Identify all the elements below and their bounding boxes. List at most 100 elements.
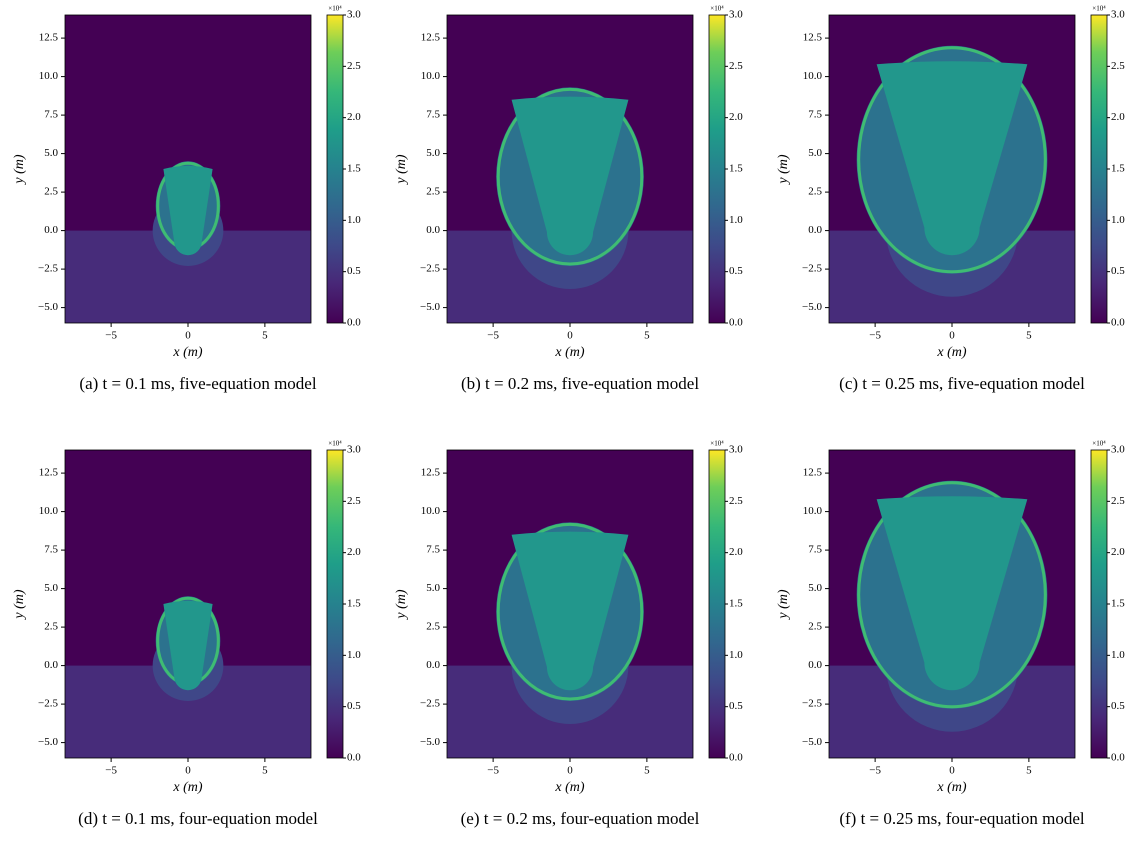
colorbar-tick-label: 2.5	[729, 60, 743, 72]
y-tick-label: 2.5	[426, 621, 440, 633]
field-image	[829, 450, 1075, 758]
x-tick-label: 0	[949, 765, 955, 777]
core	[163, 165, 213, 256]
y-axis-label: y (m)	[12, 154, 27, 185]
colorbar-tick-label: 0.0	[729, 752, 743, 764]
colorbar-tick-label: 1.5	[729, 598, 743, 610]
colorbar-offset: ×10⁴	[1092, 5, 1106, 13]
caption: (f) t = 0.25 ms, four-equation model	[839, 809, 1085, 828]
x-axis-label: x (m)	[936, 345, 966, 360]
y-tick-label: 2.5	[44, 186, 58, 198]
core	[511, 531, 629, 691]
colorbar-tick-label: 0.5	[729, 265, 743, 277]
colorbar-tick-label: 0.0	[729, 317, 743, 329]
caption: (b) t = 0.2 ms, five-equation model	[461, 374, 699, 393]
y-tick-label: −5.0	[802, 736, 822, 748]
x-tick-label: 0	[949, 330, 955, 342]
y-tick-label: −2.5	[38, 263, 58, 275]
colorbar-tick-label: 1.5	[1111, 163, 1125, 175]
panel: −5 0 5 −5.0 −2.5 0.0 2.5 5.0 7.5 10.0 12.5 x (m) y (…	[394, 440, 743, 828]
colorbar-tick-label: 2.0	[347, 546, 361, 558]
colorbar-tick-label: 0.5	[1111, 265, 1125, 277]
colorbar-tick-label: 2.5	[729, 495, 743, 507]
core	[511, 96, 629, 256]
y-tick-label: 12.5	[421, 467, 441, 479]
shell	[857, 46, 1047, 274]
colorbar-offset: ×10⁴	[710, 440, 724, 448]
colorbar-tick-label: 1.0	[347, 214, 361, 226]
colorbar-tick-label: 1.0	[1111, 214, 1125, 226]
colorbar-tick-label: 2.5	[347, 495, 361, 507]
colorbar-offset: ×10⁴	[1092, 440, 1106, 448]
y-tick-label: 0.0	[426, 224, 440, 236]
y-tick-label: 2.5	[808, 621, 822, 633]
y-tick-label: 12.5	[39, 467, 59, 479]
x-tick-label: 5	[262, 330, 268, 342]
y-tick-label: 10.0	[421, 70, 441, 82]
y-tick-label: 12.5	[421, 32, 441, 44]
y-tick-label: −2.5	[38, 698, 58, 710]
y-tick-label: 5.0	[44, 147, 58, 159]
x-tick-label: 0	[567, 765, 573, 777]
y-tick-label: 2.5	[426, 186, 440, 198]
colorbar-tick-label: 0.5	[1111, 700, 1125, 712]
colorbar-tick-label: 0.0	[1111, 752, 1125, 764]
x-axis-label: x (m)	[554, 345, 584, 360]
y-tick-label: −5.0	[420, 736, 440, 748]
colorbar-tick-label: 3.0	[1111, 444, 1125, 456]
y-tick-label: 10.0	[39, 505, 59, 517]
y-tick-label: −5.0	[38, 301, 58, 313]
panel: −5 0 5 −5.0 −2.5 0.0 2.5 5.0 7.5 10.0 12.5 x (m) y (…	[776, 440, 1125, 828]
colorbar-tick-label: 1.5	[347, 163, 361, 175]
shell	[857, 481, 1047, 709]
colorbar-tick-label: 1.0	[729, 214, 743, 226]
y-tick-label: 7.5	[44, 109, 58, 121]
y-tick-label: 7.5	[808, 109, 822, 121]
panel: −5 0 5 −5.0 −2.5 0.0 2.5 5.0 7.5 10.0 12.5 x (m) y (…	[12, 440, 361, 828]
y-axis-label: y (m)	[394, 589, 409, 620]
colorbar-tick-label: 2.0	[347, 111, 361, 123]
y-tick-label: 5.0	[426, 147, 440, 159]
field-image	[65, 15, 311, 323]
panel: −5 0 5 −5.0 −2.5 0.0 2.5 5.0 7.5 10.0 12.5 x (m) y (…	[12, 5, 361, 393]
y-tick-label: 12.5	[39, 32, 59, 44]
colorbar	[1090, 14, 1108, 324]
y-tick-label: 0.0	[44, 659, 58, 671]
y-tick-label: 2.5	[808, 186, 822, 198]
y-tick-label: 7.5	[808, 544, 822, 556]
colorbar-tick-label: 2.0	[729, 111, 743, 123]
x-tick-label: 5	[644, 765, 650, 777]
colorbar-tick-label: 0.0	[347, 317, 361, 329]
x-tick-label: 0	[567, 330, 573, 342]
field-image	[829, 15, 1075, 323]
colorbar-tick-label: 3.0	[347, 9, 361, 21]
x-axis-label: x (m)	[936, 780, 966, 795]
y-tick-label: 0.0	[808, 659, 822, 671]
colorbar-tick-label: 2.0	[1111, 546, 1125, 558]
y-axis-label: y (m)	[394, 154, 409, 185]
colorbar-tick-label: 1.5	[729, 163, 743, 175]
y-tick-label: 5.0	[808, 147, 822, 159]
colorbar-tick-label: 2.5	[1111, 60, 1125, 72]
x-tick-label: 0	[185, 330, 191, 342]
y-axis-label: y (m)	[776, 154, 791, 185]
colorbar-tick-label: 3.0	[729, 9, 743, 21]
field-image	[447, 15, 693, 323]
colorbar	[326, 449, 344, 759]
colorbar-tick-label: 0.0	[1111, 317, 1125, 329]
caption: (c) t = 0.25 ms, five-equation model	[839, 374, 1085, 393]
y-tick-label: 10.0	[421, 505, 441, 517]
colorbar-tick-label: 2.0	[729, 546, 743, 558]
colorbar	[326, 14, 344, 324]
x-axis-label: x (m)	[172, 780, 202, 795]
x-tick-label: −5	[105, 330, 117, 342]
y-tick-label: −2.5	[420, 698, 440, 710]
y-tick-label: 7.5	[44, 544, 58, 556]
colorbar-tick-label: 3.0	[729, 444, 743, 456]
core	[876, 496, 1028, 691]
colorbar-tick-label: 2.5	[1111, 495, 1125, 507]
y-tick-label: 0.0	[44, 224, 58, 236]
shell	[496, 87, 644, 266]
x-tick-label: 5	[1026, 330, 1032, 342]
colorbar-tick-label: 0.0	[347, 752, 361, 764]
